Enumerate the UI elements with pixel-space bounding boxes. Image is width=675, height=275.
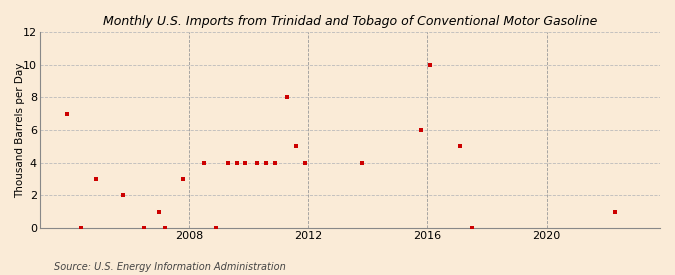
Point xyxy=(455,144,466,148)
Y-axis label: Thousand Barrels per Day: Thousand Barrels per Day xyxy=(15,62,25,198)
Point xyxy=(154,210,165,214)
Point xyxy=(222,160,233,165)
Point xyxy=(159,226,170,230)
Point xyxy=(138,226,149,230)
Point xyxy=(425,62,436,67)
Point xyxy=(356,160,367,165)
Point xyxy=(240,160,251,165)
Point xyxy=(252,160,263,165)
Point xyxy=(231,160,242,165)
Point xyxy=(261,160,272,165)
Point xyxy=(416,128,427,132)
Point xyxy=(91,177,102,181)
Point xyxy=(610,210,621,214)
Point xyxy=(198,160,209,165)
Point xyxy=(76,226,87,230)
Point xyxy=(466,226,477,230)
Text: Source: U.S. Energy Information Administration: Source: U.S. Energy Information Administ… xyxy=(54,262,286,272)
Point xyxy=(300,160,310,165)
Point xyxy=(178,177,188,181)
Point xyxy=(61,111,72,116)
Point xyxy=(117,193,128,197)
Point xyxy=(210,226,221,230)
Title: Monthly U.S. Imports from Trinidad and Tobago of Conventional Motor Gasoline: Monthly U.S. Imports from Trinidad and T… xyxy=(103,15,597,28)
Point xyxy=(270,160,281,165)
Point xyxy=(281,95,292,100)
Point xyxy=(291,144,302,148)
